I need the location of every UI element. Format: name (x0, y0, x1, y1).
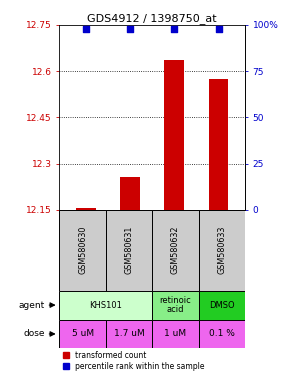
Bar (152, 210, 199, 291)
Text: GSM580630: GSM580630 (78, 226, 87, 275)
Text: 5 uM: 5 uM (72, 329, 94, 338)
Text: dose: dose (23, 329, 45, 338)
Point (128, 26, 133, 32)
Title: GDS4912 / 1398750_at: GDS4912 / 1398750_at (88, 13, 217, 24)
Text: GSM580631: GSM580631 (124, 226, 134, 275)
Bar (209, 79, 229, 210)
Bar (199, 319, 245, 348)
Bar (59, 319, 106, 348)
Bar (152, 319, 199, 348)
Legend: transformed count, percentile rank within the sample: transformed count, percentile rank withi… (63, 351, 204, 371)
Text: KHS101: KHS101 (89, 301, 122, 310)
Bar (152, 291, 199, 319)
Bar (76, 208, 96, 210)
Bar (164, 60, 184, 210)
Point (216, 26, 221, 32)
Text: agent: agent (18, 301, 45, 310)
Bar (106, 210, 152, 291)
Text: retinoic
acid: retinoic acid (160, 296, 191, 314)
Point (172, 26, 177, 32)
Bar (120, 177, 140, 210)
Point (84, 26, 88, 32)
Bar (106, 319, 152, 348)
Text: DMSO: DMSO (209, 301, 235, 310)
Text: 0.1 %: 0.1 % (209, 329, 235, 338)
Bar (59, 210, 106, 291)
Text: 1.7 uM: 1.7 uM (114, 329, 144, 338)
Bar (199, 210, 245, 291)
Text: 1 uM: 1 uM (164, 329, 186, 338)
Bar (59, 291, 152, 319)
Text: GSM580632: GSM580632 (171, 226, 180, 275)
Text: GSM580633: GSM580633 (217, 226, 226, 275)
Bar (199, 291, 245, 319)
